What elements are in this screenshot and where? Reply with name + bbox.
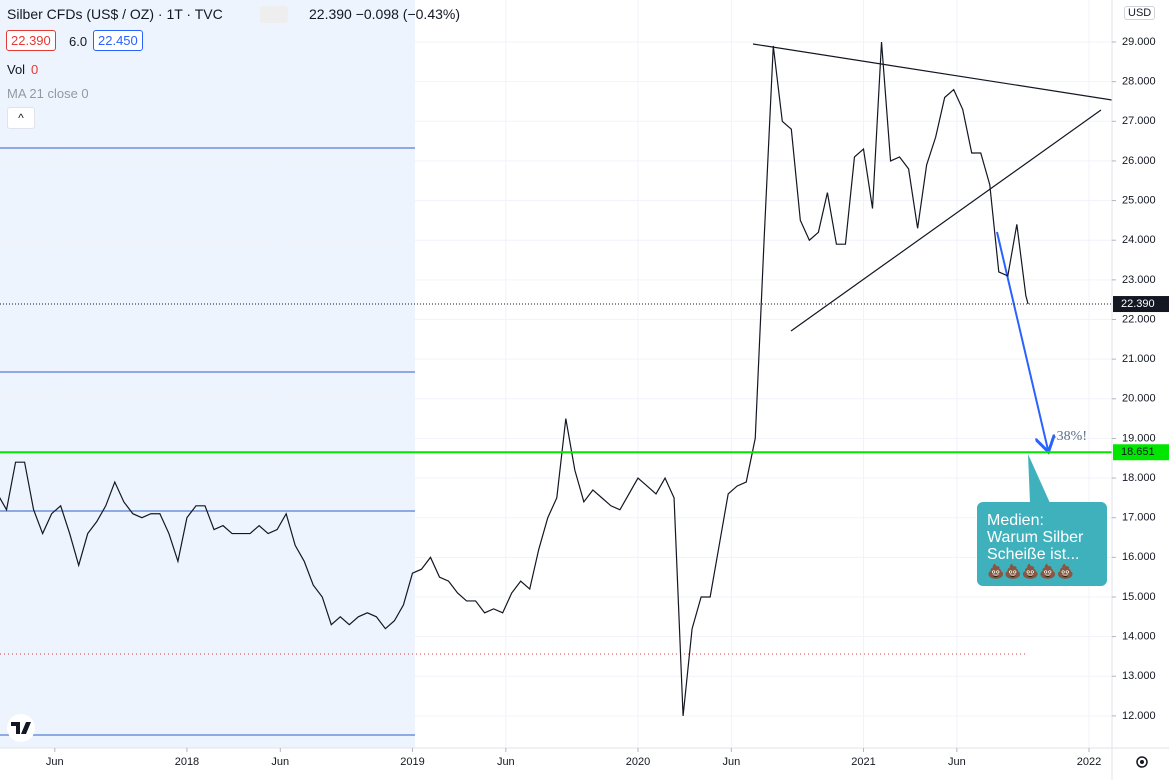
y-tick-label: 24.000 [1122,234,1156,246]
collapse-button[interactable]: ^ [7,107,35,129]
price-line [0,41,1029,716]
y-tick-label: 13.000 [1122,670,1156,682]
callout-line: Medien: [987,512,1044,529]
shaded-range [0,0,415,748]
y-tick-label: 29.000 [1122,36,1156,48]
x-tick-label: Jun [497,756,515,768]
callout-line: Scheiße ist... [987,546,1080,563]
y-tick-label: 26.000 [1122,155,1156,167]
y-tick-label: 20.000 [1122,393,1156,405]
settings-icon[interactable] [1136,756,1148,768]
price-label-box [1113,444,1169,461]
tv-logo [7,714,35,742]
callout: Medien: Warum Silber Scheiße ist... 💩💩💩💩💩 [977,502,1107,586]
y-tick-label: 28.000 [1122,76,1156,88]
x-tick-label: Jun [722,756,740,768]
price-label: 18.651 [1121,446,1155,458]
y-tick-label: 19.000 [1122,432,1156,444]
callout-pointer [1028,454,1050,503]
y-tick-label: 23.000 [1122,274,1156,286]
y-tick-label: 18.000 [1122,472,1156,484]
x-tick-label: 2018 [175,756,199,768]
x-tick-label: 2019 [400,756,424,768]
quote: 22.390 −0.098 (−0.43%) [309,6,461,22]
y-tick-label: 14.000 [1122,631,1156,643]
arrow-label: -38%! [1052,429,1087,444]
symbol-title: Silber CFDs (US$ / OZ) · 1T · TVC [7,6,223,22]
x-tick-label: 2022 [1077,756,1101,768]
y-tick-label: 22.000 [1122,313,1156,325]
x-tick-label: 2021 [851,756,875,768]
volume-value: 0 [31,62,39,77]
y-tick-label: 17.000 [1122,512,1156,524]
callout-line: 💩💩💩💩💩 [987,563,1075,579]
y-tick-label: 25.000 [1122,194,1156,206]
volume-label: Vol [7,62,26,77]
indicator[interactable]: MA 21 close 0 [7,86,89,101]
callout-line: Warum Silber [987,529,1084,546]
y-tick-label: 27.000 [1122,115,1156,127]
y-tick-label: 12.000 [1122,710,1156,722]
x-tick-label: Jun [948,756,966,768]
forecast-arrow [996,231,1048,450]
x-tick-label: Jun [46,756,64,768]
price-label: 22.390 [1121,298,1155,310]
y-tick-label: 21.000 [1122,353,1156,365]
ask[interactable]: 22.450 [93,30,143,51]
spread: 6.0 [69,34,88,49]
x-tick-label: 2020 [626,756,650,768]
trend-line [752,43,1112,101]
x-tick-label: Jun [271,756,289,768]
bid[interactable]: 22.390 [6,30,56,51]
currency[interactable]: USD [1124,6,1156,20]
icon-button[interactable] [260,6,288,23]
price-label-box [1113,296,1169,313]
trend-line [790,109,1102,332]
y-tick-label: 16.000 [1122,551,1156,563]
y-tick-label: 15.000 [1122,591,1156,603]
